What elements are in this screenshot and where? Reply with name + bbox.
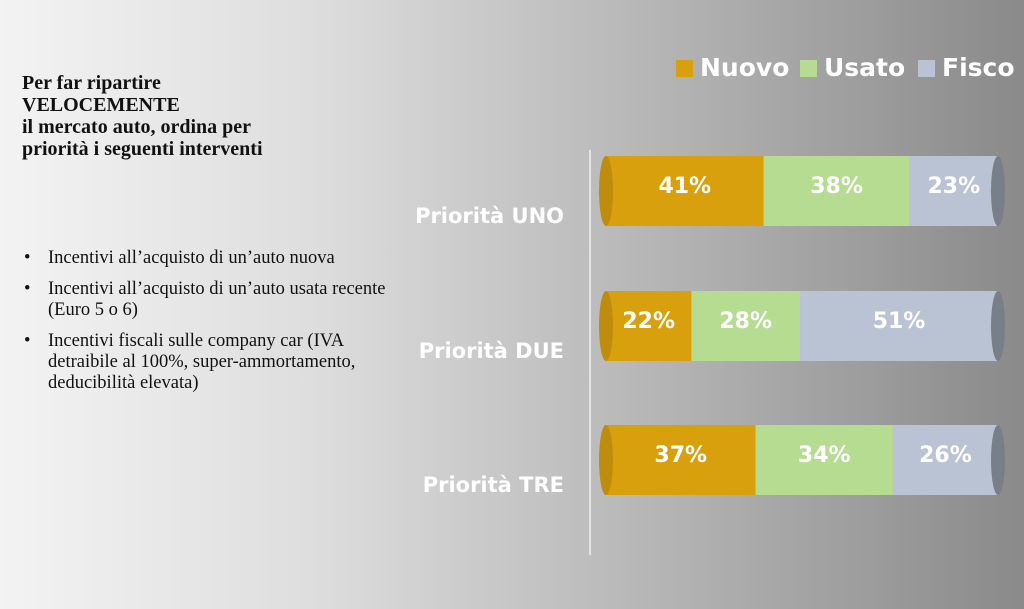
question-line: Per far ripartire bbox=[22, 72, 161, 94]
data-label-nuovo: 41% bbox=[658, 174, 711, 199]
bar-start-cap bbox=[599, 425, 613, 495]
survey-question: Per far ripartire VELOCEMENTE il mercato… bbox=[22, 72, 382, 160]
bullet: • bbox=[24, 248, 31, 268]
bar-segment-fisco bbox=[800, 291, 998, 361]
option-item-new-car: • Incentivi all’acquisto di un’auto nuov… bbox=[22, 248, 392, 269]
legend-swatch-usato bbox=[800, 60, 817, 77]
option-text: Incentivi all’acquisto di un’auto nuova bbox=[48, 248, 335, 268]
bar-segment-usato bbox=[763, 156, 910, 226]
legend-label-usato: Usato bbox=[824, 53, 905, 82]
bar-segment-nuovo bbox=[606, 425, 756, 495]
data-label-fisco: 23% bbox=[927, 174, 980, 199]
data-label-nuovo: 22% bbox=[622, 309, 675, 334]
data-label-usato: 28% bbox=[719, 309, 772, 334]
legend-swatch-fisco bbox=[918, 60, 935, 77]
question-line: priorità i seguenti interventi bbox=[22, 138, 263, 160]
data-label-fisco: 51% bbox=[873, 309, 926, 334]
legend-label-nuovo: Nuovo bbox=[700, 53, 789, 82]
question-line: VELOCEMENTE bbox=[22, 94, 180, 116]
category-label: Priorità DUE bbox=[419, 339, 564, 363]
legend-label-fisco: Fisco bbox=[942, 53, 1015, 82]
bar-segment-usato bbox=[691, 291, 801, 361]
data-label-fisco: 26% bbox=[919, 443, 972, 468]
option-item-tax: • Incentivi fiscali sulle company car (I… bbox=[22, 331, 392, 394]
bar-segment-nuovo bbox=[606, 156, 764, 226]
option-text: Incentivi fiscali sulle company car (IVA… bbox=[48, 331, 356, 393]
option-text: Incentivi all’acquisto di un’auto usata … bbox=[48, 279, 386, 320]
data-label-usato: 34% bbox=[798, 443, 851, 468]
option-item-used-car: • Incentivi all’acquisto di un’auto usat… bbox=[22, 279, 392, 321]
bar-segment-fisco bbox=[909, 156, 998, 226]
bar-end-cap bbox=[991, 425, 1005, 495]
bar-start-cap bbox=[599, 291, 613, 361]
data-label-usato: 38% bbox=[810, 174, 863, 199]
category-label: Priorità UNO bbox=[415, 204, 564, 228]
category-label: Priorità TRE bbox=[423, 473, 564, 497]
bullet: • bbox=[24, 331, 31, 351]
bullet: • bbox=[24, 279, 31, 299]
bar-end-cap bbox=[991, 156, 1005, 226]
question-line: il mercato auto, ordina per bbox=[22, 116, 252, 138]
data-label-nuovo: 37% bbox=[654, 443, 707, 468]
bar-end-cap bbox=[991, 291, 1005, 361]
bar-segment-usato bbox=[755, 425, 893, 495]
legend-swatch-nuovo bbox=[676, 60, 693, 77]
bar-segment-fisco bbox=[892, 425, 998, 495]
bar-segment-nuovo bbox=[606, 291, 692, 361]
bar-start-cap bbox=[599, 156, 613, 226]
answer-options-list: • Incentivi all’acquisto di un’auto nuov… bbox=[22, 248, 392, 404]
